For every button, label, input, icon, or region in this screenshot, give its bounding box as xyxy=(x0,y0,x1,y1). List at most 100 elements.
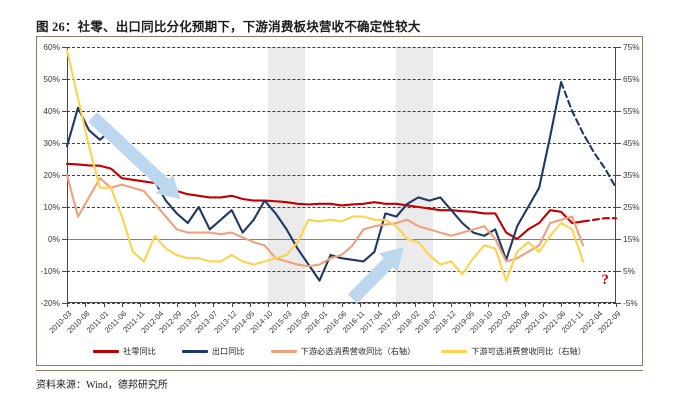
left-axis-label: 20% xyxy=(43,170,60,180)
right-axis-label: 45% xyxy=(623,138,640,148)
series-line-red xyxy=(65,162,585,241)
right-axis-tick xyxy=(616,79,621,80)
chart-inner: 60% 75% 50% 65% 40% 55% 30% 45% 20% 35% 10% 25% 0% 15… xyxy=(37,37,642,365)
gridline-20% xyxy=(67,175,616,176)
left-axis-tick xyxy=(62,47,67,48)
right-axis-label: 15% xyxy=(623,234,640,244)
annotation-arrow-down xyxy=(88,112,181,199)
series-line-yellow xyxy=(65,49,585,282)
right-axis-tick xyxy=(616,143,621,144)
x-axis-tick xyxy=(616,303,617,307)
right-axis-label: 5% xyxy=(623,266,635,276)
x-axis-tick xyxy=(231,303,233,307)
x-axis-tick xyxy=(286,303,288,307)
annotation-arrow-up xyxy=(347,247,404,304)
source-note: 资料来源：Wind，德邦研究所 xyxy=(36,380,168,391)
left-axis-label: -10% xyxy=(40,266,60,276)
right-axis-label: 35% xyxy=(623,170,640,180)
left-axis-tick xyxy=(62,239,67,240)
legend-swatch-yellow xyxy=(441,349,468,353)
x-axis-tick xyxy=(158,303,160,307)
left-axis-label: 50% xyxy=(43,74,60,84)
left-axis-tick xyxy=(62,303,67,304)
legend-label: 下游必选消费营收同比（右轴） xyxy=(300,347,416,356)
x-axis-tick xyxy=(469,303,471,307)
x-axis-line xyxy=(67,302,616,303)
right-axis-label: 25% xyxy=(623,202,640,212)
gridline-40% xyxy=(67,111,616,112)
right-axis-tick xyxy=(616,239,621,240)
footer-divider xyxy=(36,370,643,371)
legend: 社零同比 出口同比 下游必选消费营收同比（右轴） 下游可选消费营收同比（右轴） xyxy=(37,345,642,357)
legend-item-1[interactable]: 社零同比 xyxy=(93,345,156,357)
right-axis-label: 75% xyxy=(623,42,640,52)
x-axis-tick xyxy=(121,303,123,307)
x-axis-tick xyxy=(103,303,105,307)
right-axis-label: -5% xyxy=(623,298,638,308)
left-axis-tick xyxy=(62,175,67,176)
legend-swatch-salmon xyxy=(270,349,297,353)
x-axis-tick xyxy=(67,303,68,307)
legend-item-3[interactable]: 下游必选消费营收同比（右轴） xyxy=(270,345,416,357)
right-axis-tick xyxy=(616,303,621,304)
x-axis-tick xyxy=(250,303,251,307)
left-axis-tick xyxy=(62,111,67,112)
x-axis-tick xyxy=(542,303,544,307)
x-axis-tick xyxy=(561,303,563,307)
series-forecast-navy xyxy=(560,81,618,189)
series-forecast-red xyxy=(582,217,618,223)
gridline-30% xyxy=(67,143,616,144)
right-axis-tick xyxy=(616,271,621,272)
x-axis-tick xyxy=(506,303,508,307)
left-axis-label: 60% xyxy=(43,42,60,52)
chart-frame: 60% 75% 50% 65% 40% 55% 30% 45% 20% 35% 10% 25% 0% 15… xyxy=(36,36,643,366)
x-axis-tick xyxy=(378,303,380,307)
left-axis-label: 40% xyxy=(43,106,60,116)
series-canvas xyxy=(65,49,618,304)
figure-title: 图 26：社零、出口同比分化预期下，下游消费板块营收不确定性较大 xyxy=(36,20,421,34)
left-axis-label: 0% xyxy=(48,234,60,244)
x-axis-tick xyxy=(414,303,416,307)
question-mark-annotation: ? xyxy=(601,271,609,288)
x-axis-tick xyxy=(85,303,87,307)
right-axis-tick xyxy=(616,111,621,112)
gridline-10% xyxy=(67,207,616,208)
x-axis-tick xyxy=(341,303,343,307)
right-axis-tick xyxy=(616,47,621,48)
left-axis-tick xyxy=(62,79,67,80)
gridline-50% xyxy=(67,79,616,80)
right-axis-line xyxy=(615,47,616,303)
left-axis-label: 30% xyxy=(43,138,60,148)
legend-label: 社零同比 xyxy=(123,347,156,356)
plot-area: 60% 75% 50% 65% 40% 55% 30% 45% 20% 35% 10% 25% 0% 15… xyxy=(41,42,640,335)
x-axis-tick xyxy=(359,303,361,307)
legend-swatch-red xyxy=(93,349,120,353)
x-axis-tick xyxy=(176,303,178,307)
left-axis-label: 10% xyxy=(43,202,60,212)
left-axis-label: -20% xyxy=(40,298,60,308)
x-axis-tick xyxy=(323,303,325,307)
x-axis-tick xyxy=(597,303,599,307)
x-axis-tick xyxy=(140,303,142,307)
gridline--10% xyxy=(67,271,616,272)
x-axis-tick xyxy=(487,303,489,307)
series-line-salmon xyxy=(65,173,585,268)
x-axis-tick xyxy=(396,303,398,307)
x-axis-tick xyxy=(304,303,306,307)
legend-label: 出口同比 xyxy=(211,347,245,356)
right-axis-label: 55% xyxy=(623,106,640,116)
x-axis-tick xyxy=(451,303,453,307)
x-axis-tick xyxy=(524,303,526,307)
legend-item-2[interactable]: 出口同比 xyxy=(181,345,245,357)
x-axis-tick xyxy=(213,303,215,307)
legend-swatch-navy xyxy=(181,349,208,353)
x-axis-tick xyxy=(195,303,197,307)
gridline-60% xyxy=(67,47,616,48)
left-axis-tick xyxy=(62,143,67,144)
legend-item-4[interactable]: 下游可选消费营收同比（右轴） xyxy=(441,345,586,357)
x-axis-tick xyxy=(433,303,434,307)
right-axis-tick xyxy=(616,175,621,176)
x-axis-tick xyxy=(268,303,270,307)
right-axis-label: 65% xyxy=(623,74,640,84)
